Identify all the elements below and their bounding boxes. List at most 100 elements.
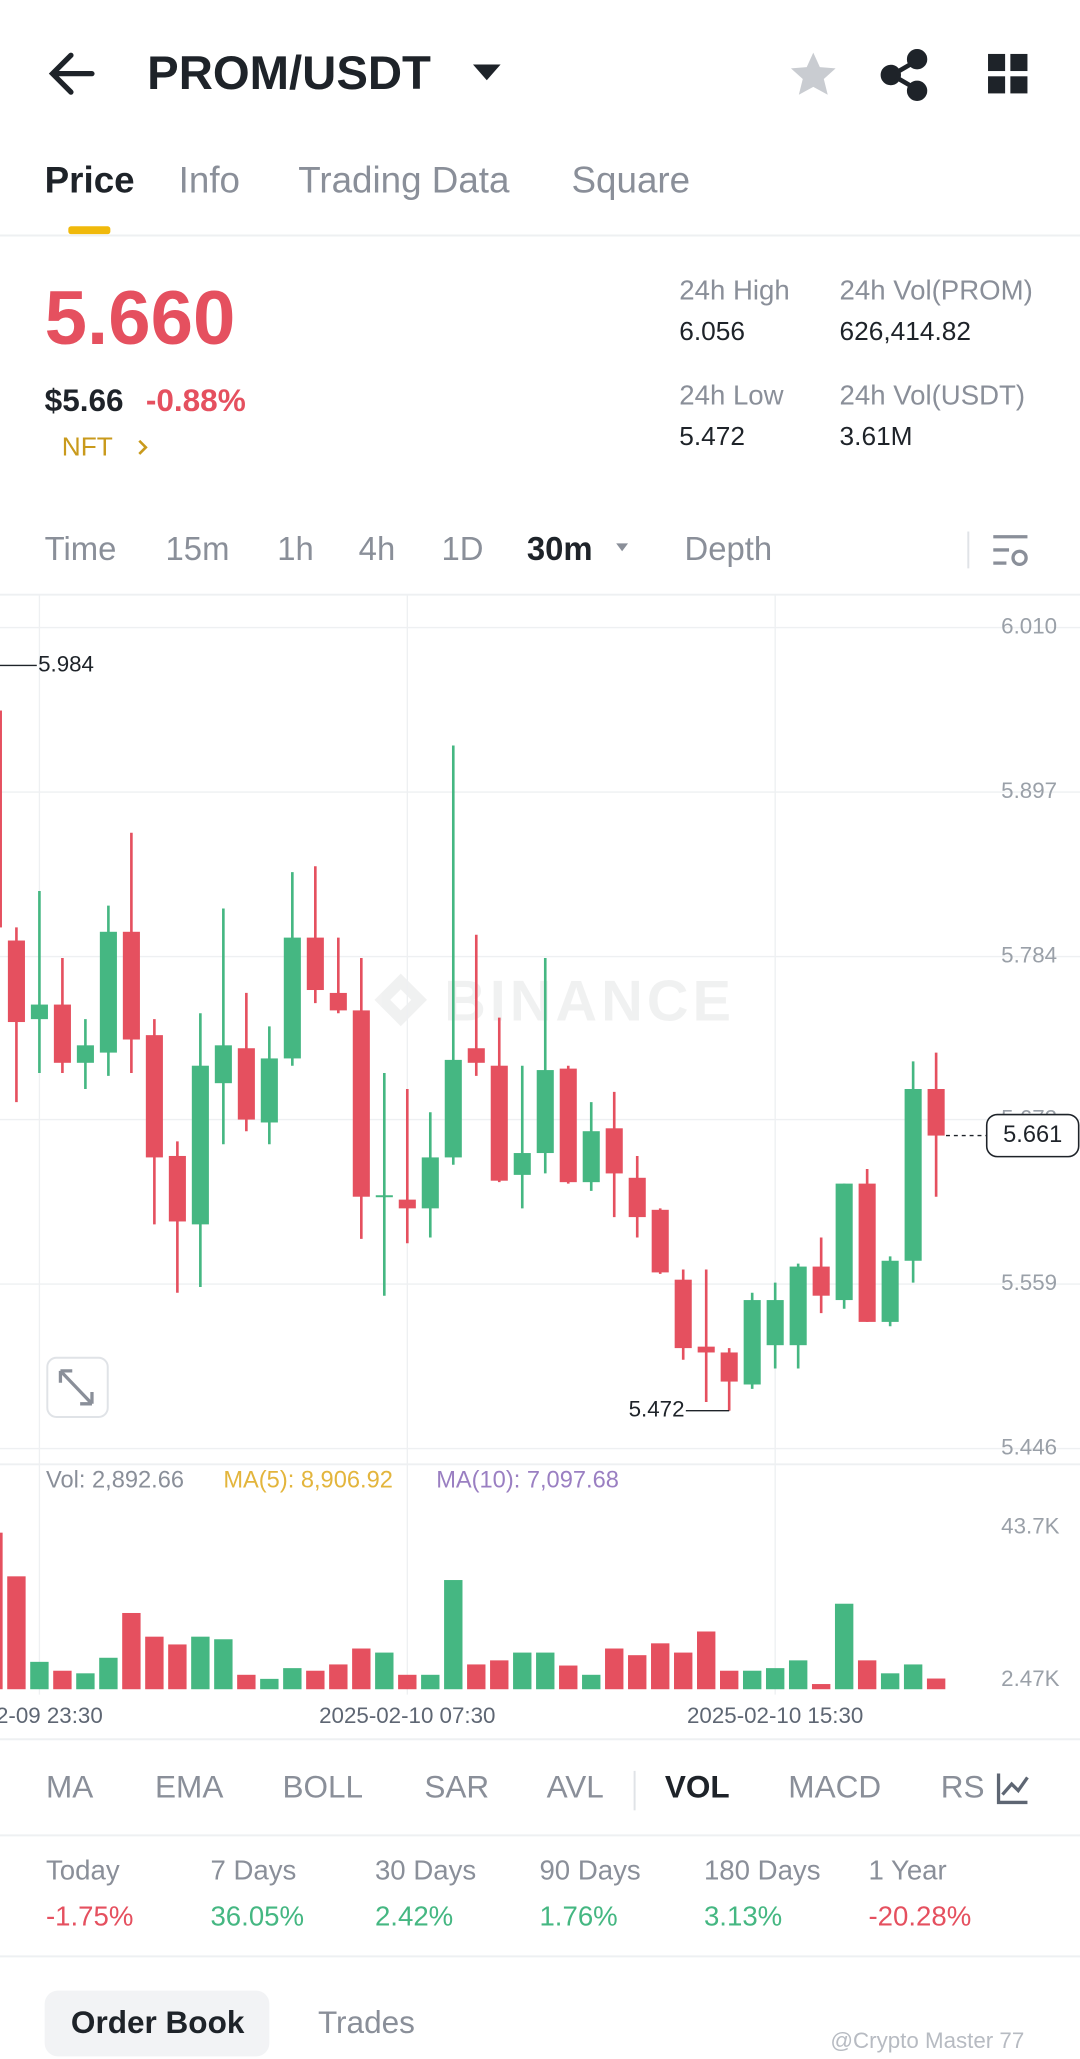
volume-bar [536,1652,555,1690]
interval[interactable]: Time [45,530,117,567]
volume-bar [697,1631,716,1690]
candle-body [605,1128,623,1174]
indicator-settings-icon[interactable] [996,1773,1029,1805]
interval[interactable]: 4h [359,530,396,567]
tab[interactable]: Trading Data [298,160,510,201]
volume-bar [7,1576,26,1690]
candle-body [651,1209,669,1273]
interval[interactable]: 15m [166,530,230,567]
candle-body [559,1068,577,1183]
volume-bar [30,1661,49,1690]
tab[interactable]: Square [572,160,691,201]
candle-body [53,1004,71,1063]
candle-body [858,1183,876,1322]
volume-bar [513,1652,532,1690]
candle-body [168,1155,186,1222]
x-tick-label: 2025-02-10 15:30 [687,1703,863,1728]
indicator[interactable]: SAR [424,1769,489,1805]
candle-body [329,992,347,1011]
stat-label: 24h Vol(USDT) [840,380,1026,411]
candle-body [145,1035,163,1158]
chart-settings-icon[interactable] [993,535,1028,567]
candle-body [352,1010,370,1197]
volume-bar [811,1684,831,1690]
stat-label: 24h High [679,274,789,305]
indicator[interactable]: BOLL [282,1769,363,1805]
back-button[interactable] [48,52,95,95]
candle-body [398,1199,416,1209]
tab-indicator [68,226,111,235]
interval[interactable]: Depth [685,530,773,567]
favorite-star[interactable] [790,52,836,95]
volume-legend: Vol: 2,892.66 [46,1468,184,1494]
interval[interactable]: 1h [277,530,314,567]
tab[interactable]: Price [45,160,135,201]
candle-body [582,1131,600,1183]
candle-body [467,1048,485,1063]
candle-body [812,1266,830,1296]
y-tick-label: 2.47K [1001,1666,1059,1691]
volume-bar [742,1670,762,1690]
volume-bar [674,1652,693,1690]
bottom-tab[interactable]: Order Book [71,2004,245,2040]
performance-value: -1.75% [46,1901,133,1932]
candle-body [697,1346,715,1353]
volume-bar [834,1603,854,1690]
grid-icon[interactable] [988,53,1028,94]
watermark: BINANCE [374,969,731,1033]
volume-bar [788,1660,808,1690]
y-tick-label: 43.7K [1001,1513,1059,1538]
stat-value: 3.61M [840,421,913,451]
nft-arrow[interactable] [138,439,148,455]
y-tick-label: 5.784 [1001,942,1057,967]
candle-body [513,1153,531,1175]
candle-body [306,937,324,991]
candle-body [536,1070,554,1154]
volume-bar [490,1660,509,1690]
expand-button[interactable] [46,1356,109,1418]
volume-bar [628,1655,647,1690]
volume-bar [122,1612,141,1690]
volume-bar [651,1643,670,1690]
watermark-logo [374,973,428,1027]
candle-body [766,1300,784,1346]
indicator[interactable]: RS [941,1769,985,1805]
stat-value: 626,414.82 [840,316,971,346]
last-price: 5.660 [45,276,236,361]
nft-tag[interactable]: NFT [62,432,113,462]
volume-bar [421,1674,440,1690]
candle-body [191,1065,209,1225]
y-tick-label: 5.446 [1001,1434,1057,1459]
candle-body [122,931,140,1040]
volume-bar [214,1639,233,1690]
indicator[interactable]: AVL [547,1769,604,1805]
volume-bar [191,1636,210,1690]
stat-label: 24h Vol(PROM) [840,274,1033,305]
performance-label: 90 Days [539,1854,640,1885]
tab[interactable]: Info [179,160,240,201]
candle-body [30,1004,48,1020]
performance-label: Today [46,1854,120,1885]
interval[interactable]: 30m [527,530,593,567]
candle-body [444,1059,462,1158]
indicator[interactable]: VOL [665,1769,730,1805]
candle-body [720,1352,738,1382]
order-book-tab-bg[interactable] [44,1990,270,2057]
interval-caret[interactable] [616,543,629,552]
candle-body [76,1045,94,1063]
indicator[interactable]: MACD [788,1769,881,1805]
interval[interactable]: 1D [441,530,483,567]
candle-body [743,1300,761,1385]
volume-bar [444,1580,463,1690]
volume-bar [926,1678,946,1690]
pair-title[interactable]: PROM/USDT [147,47,431,100]
indicator[interactable]: EMA [155,1769,223,1805]
volume-bar [168,1644,187,1690]
indicator[interactable]: MA [46,1769,93,1805]
bottom-tab[interactable]: Trades [318,2004,415,2040]
candle-body [904,1088,922,1261]
price-change: -0.88% [146,382,246,418]
share-icon[interactable] [880,49,928,101]
pair-caret[interactable] [472,64,501,81]
